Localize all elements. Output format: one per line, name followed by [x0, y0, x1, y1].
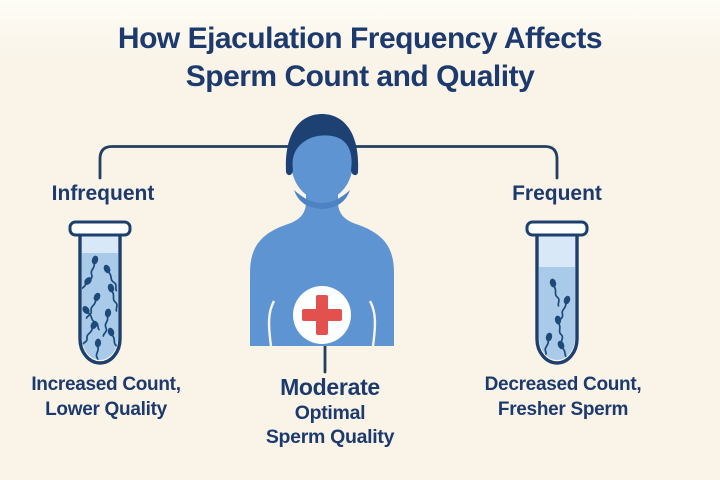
tube-outline	[78, 232, 122, 365]
left-arm-seam	[267, 300, 276, 347]
right-caption-line-1: Decreased Count,	[484, 374, 642, 395]
center-label-primary: Moderate	[280, 374, 380, 400]
sperm-cell-icon	[102, 308, 112, 337]
sperm-cell-icon	[554, 315, 564, 345]
tube-rim	[68, 220, 132, 237]
left-caption-line-2: Lower Quality	[45, 399, 167, 420]
sperm-cell-icon	[82, 320, 98, 346]
title-line-1: How Ejaculation Frequency Affects	[117, 22, 603, 55]
right-arm-seam	[368, 300, 377, 347]
male-figure	[250, 114, 394, 347]
right-branch-caption: Decreased Count, Fresher Sperm	[458, 372, 668, 422]
left-branch-heading: Infrequent	[51, 182, 155, 205]
left-branch-caption: Increased Count, Lower Quality	[1, 372, 211, 422]
right-test-tube	[525, 220, 589, 365]
face	[291, 124, 353, 200]
torso-shape	[250, 184, 394, 346]
medical-cross-icon	[302, 295, 342, 335]
title-line-2: Sperm Count and Quality	[185, 60, 535, 93]
right-caption-line-2: Fresher Sperm	[497, 399, 629, 420]
sperm-group-left	[82, 255, 118, 360]
sperm-cell-icon	[82, 277, 92, 300]
center-label-secondary-2: Sperm Quality	[265, 426, 395, 448]
sperm-cell-icon	[107, 283, 118, 312]
left-caption-line-1: Increased Count,	[31, 374, 181, 395]
sperm-cell-icon	[103, 264, 118, 292]
sperm-cell-icon	[85, 292, 101, 319]
sperm-cell-icon	[94, 338, 102, 360]
sperm-cell-icon	[549, 278, 560, 307]
tube-liquid	[539, 267, 575, 360]
center-label-secondary-1: Optimal	[294, 402, 366, 424]
center-label-block: Moderate Optimal Sperm Quality	[210, 374, 450, 449]
sperm-cell-icon	[107, 327, 118, 356]
tube-outline	[535, 232, 579, 365]
neck-shadow	[294, 190, 350, 209]
right-branch-heading: Frequent	[512, 182, 602, 205]
hair	[285, 114, 359, 176]
left-test-tube	[68, 220, 132, 365]
page-title: How Ejaculation Frequency Affects Sperm …	[0, 20, 720, 96]
tube-rim	[525, 220, 589, 237]
